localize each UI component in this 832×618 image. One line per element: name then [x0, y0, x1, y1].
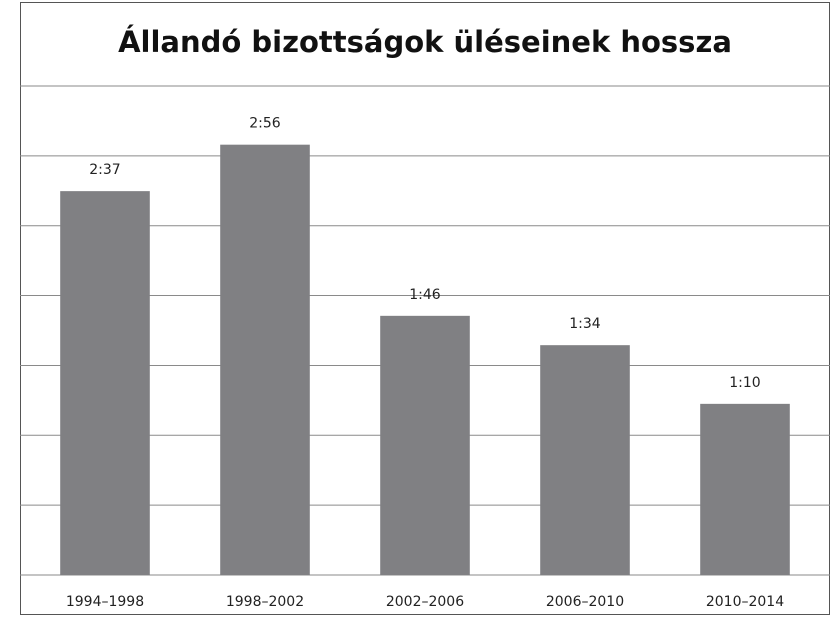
x-tick-label: 1994–1998 [66, 594, 144, 610]
value-label: 1:34 [569, 316, 601, 332]
chart-title: Állandó bizottságok üléseinek hossza [118, 25, 732, 59]
value-label: 1:10 [729, 375, 760, 391]
x-tick-label: 2010–2014 [706, 594, 784, 610]
bar [380, 315, 470, 575]
chart-frame [20, 2, 830, 615]
x-tick-label: 2002–2006 [386, 594, 464, 610]
value-label: 2:37 [89, 162, 120, 178]
x-tick-label: 1998–2002 [226, 594, 304, 610]
bar [700, 403, 790, 575]
bar [540, 345, 630, 575]
value-label: 2:56 [249, 116, 281, 132]
x-tick-label: 2006–2010 [546, 594, 624, 610]
value-label: 1:46 [409, 287, 441, 303]
bar [220, 144, 310, 575]
bar [60, 191, 150, 575]
